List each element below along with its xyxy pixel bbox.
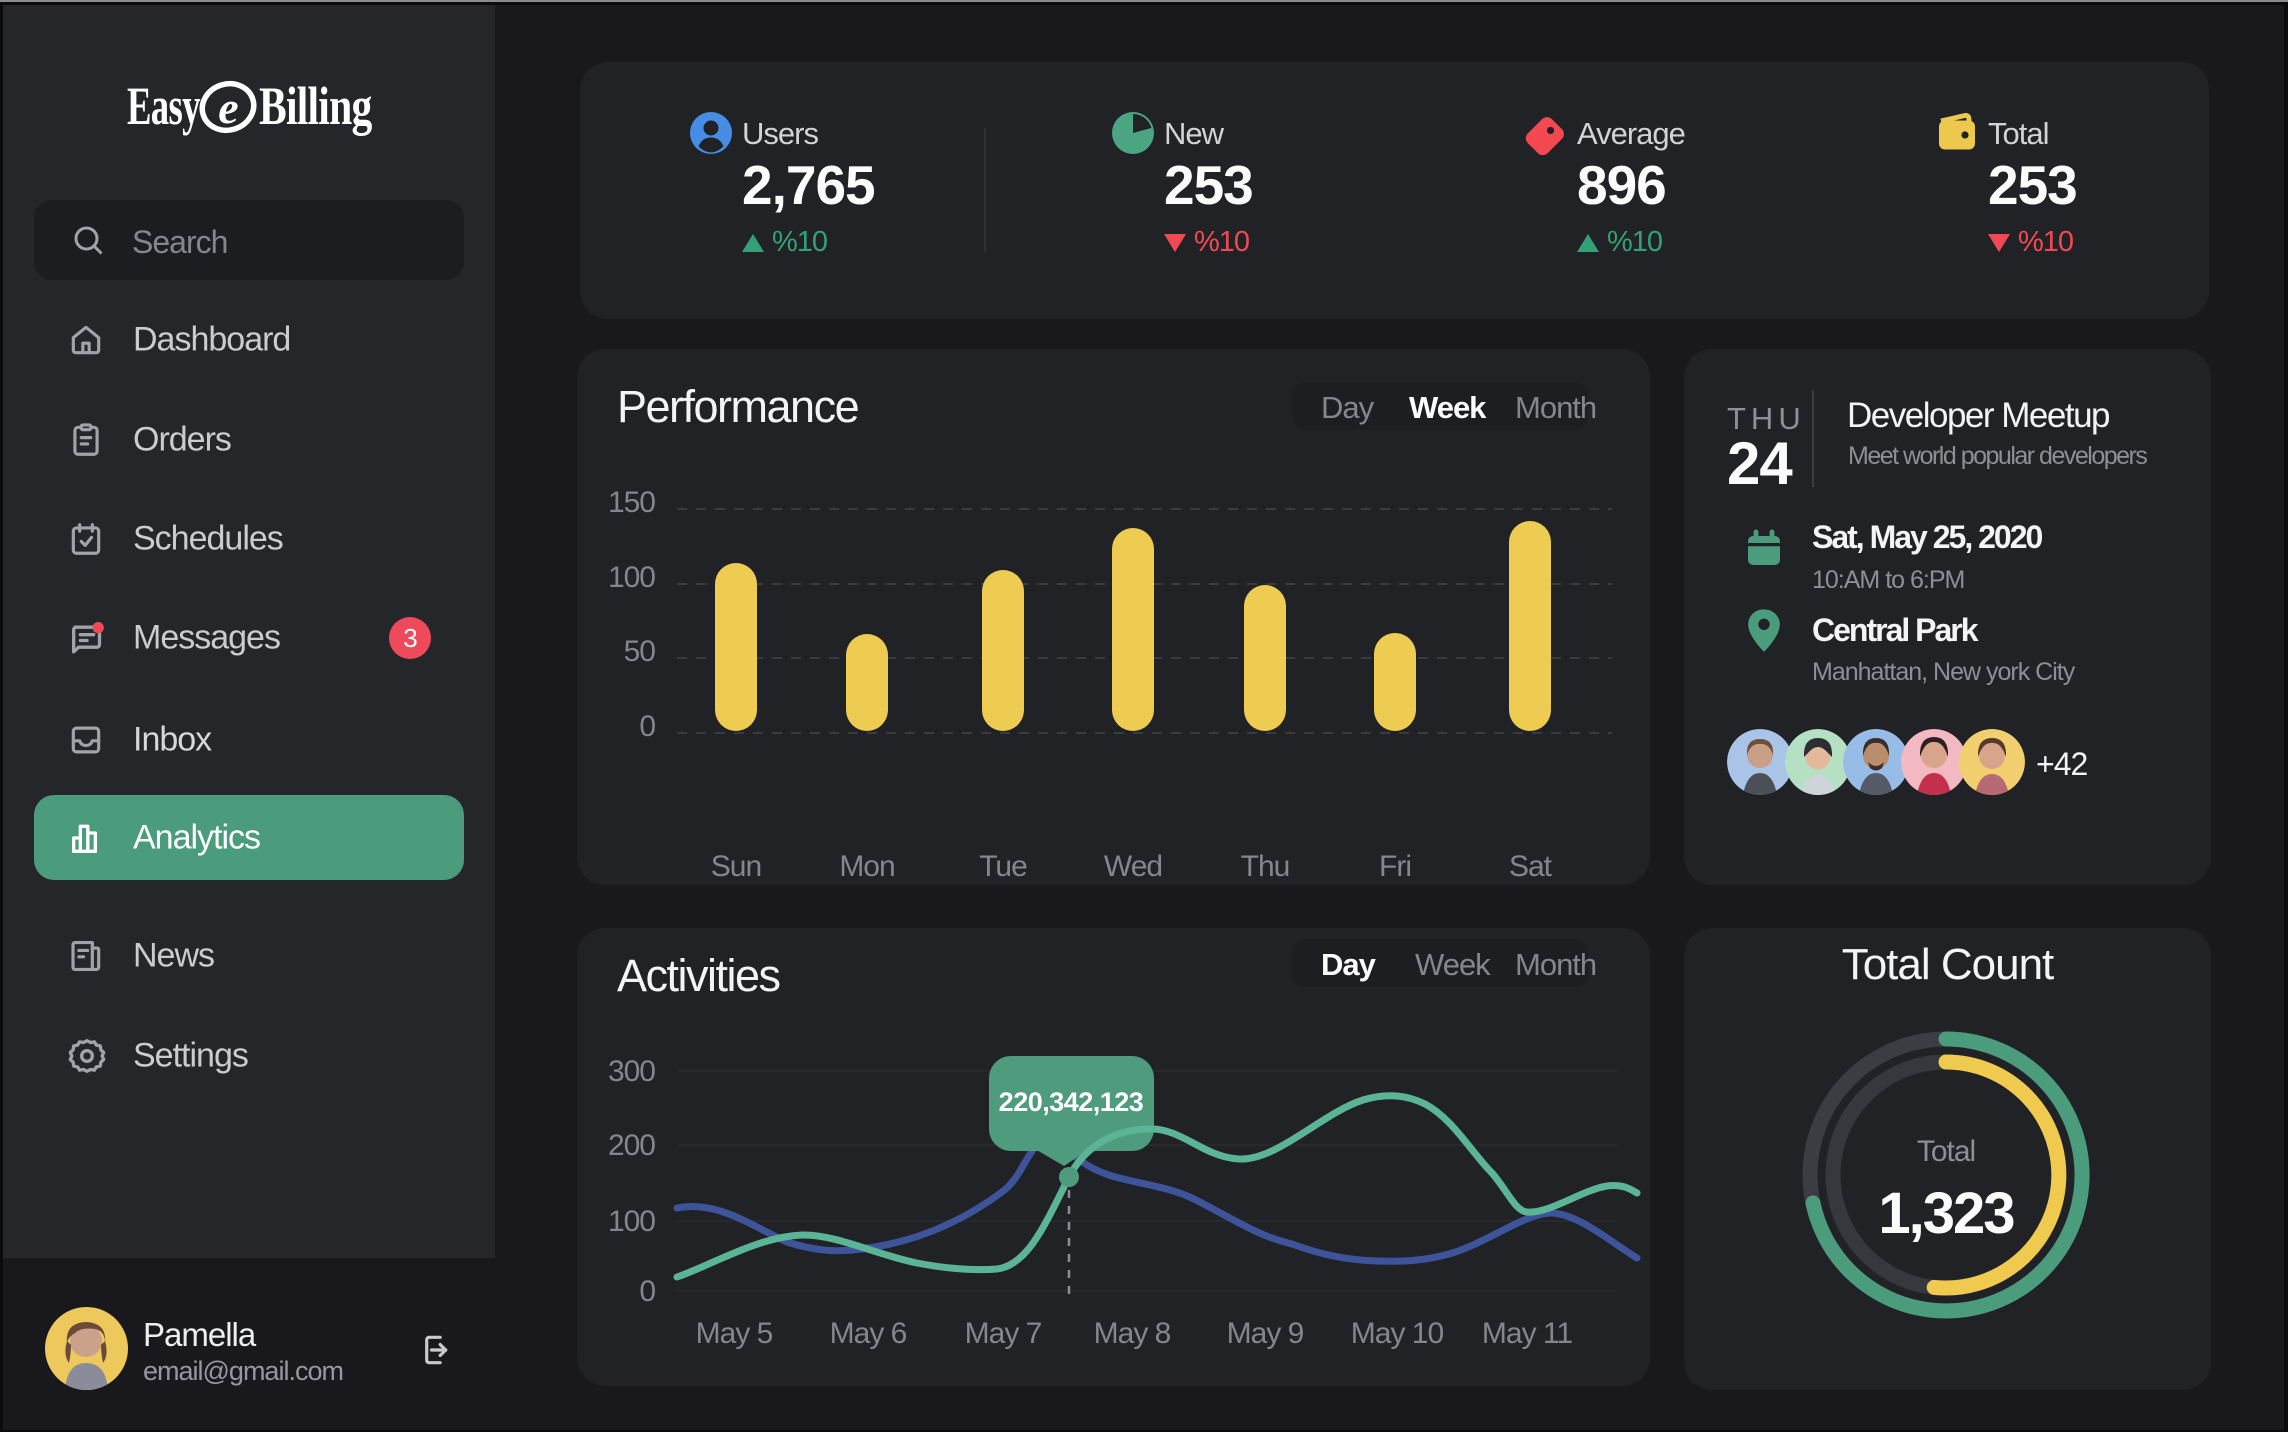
svg-text:Thu: Thu: [1241, 850, 1290, 883]
svg-text:1,323: 1,323: [1878, 1181, 2014, 1246]
svg-text:0: 0: [639, 1275, 655, 1308]
svg-text:220,342,123: 220,342,123: [999, 1087, 1144, 1117]
svg-text:200: 200: [608, 1129, 655, 1162]
svg-text:150: 150: [608, 486, 655, 519]
svg-text:May 5: May 5: [696, 1317, 773, 1350]
svg-text:Sun: Sun: [711, 850, 761, 883]
svg-text:Mon: Mon: [839, 850, 894, 883]
svg-text:Fri: Fri: [1379, 850, 1411, 883]
svg-text:May 8: May 8: [1094, 1317, 1171, 1350]
svg-text:May 6: May 6: [830, 1317, 907, 1350]
svg-text:May 10: May 10: [1351, 1317, 1444, 1350]
svg-text:50: 50: [624, 635, 656, 668]
svg-text:May 7: May 7: [965, 1317, 1042, 1350]
svg-text:100: 100: [608, 561, 655, 594]
svg-text:300: 300: [608, 1055, 655, 1088]
svg-text:Wed: Wed: [1104, 850, 1162, 883]
svg-text:Tue: Tue: [979, 850, 1027, 883]
svg-text:Sat: Sat: [1509, 850, 1553, 883]
svg-text:May 9: May 9: [1227, 1317, 1304, 1350]
svg-text:Total: Total: [1917, 1135, 1975, 1168]
svg-text:100: 100: [608, 1205, 655, 1238]
svg-text:e: e: [218, 82, 238, 133]
svg-text:0: 0: [639, 710, 655, 743]
svg-text:May 11: May 11: [1482, 1317, 1572, 1350]
